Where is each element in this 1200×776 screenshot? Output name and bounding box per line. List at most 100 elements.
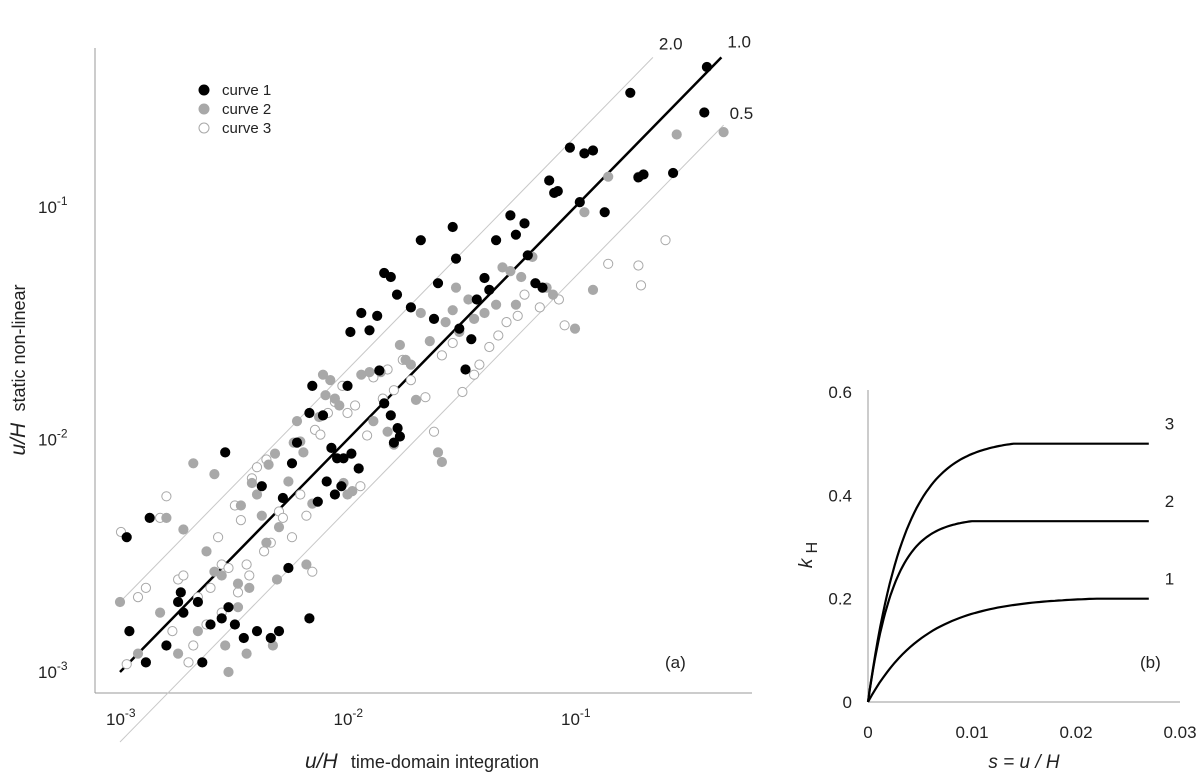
point-curve-2 [317, 369, 329, 380]
panel-b-x-axis-title: s = u / H [988, 752, 1060, 773]
point-curve-1 [223, 602, 234, 613]
y-axis-tick-labels: 10-3 10-2 10-1 [38, 194, 68, 682]
legend-marker-curve-1 [198, 84, 210, 96]
point-curve-1 [286, 458, 298, 469]
point-curve-2 [244, 582, 255, 594]
point-curve-3 [188, 640, 199, 651]
point-curve-3 [519, 289, 530, 300]
point-curve-3 [244, 570, 255, 581]
point-curve-2 [261, 537, 272, 548]
point-curve-1 [484, 284, 495, 295]
point-curve-2 [479, 307, 490, 319]
point-curve-3 [603, 258, 614, 269]
legend: curve 1 curve 2 curve 3 [198, 82, 271, 137]
point-curve-3 [501, 317, 512, 328]
panel-b-y-axis-title-base: k [796, 557, 817, 568]
point-curve-2 [192, 626, 203, 637]
panel-b-line-plot: 0 0.01 0.02 0.03 0 0.2 0.4 0.6 1 2 3 (b) s = u /… [796, 383, 1197, 773]
point-curve-1 [144, 512, 155, 524]
point-curve-1 [173, 596, 184, 608]
point-curve-2 [209, 469, 220, 480]
point-curve-2 [220, 640, 231, 651]
point-curve-2 [325, 375, 336, 386]
point-curve-3 [183, 657, 194, 668]
point-curve-2 [271, 574, 283, 585]
point-curve-2 [424, 336, 435, 347]
point-curve-3 [534, 302, 545, 313]
point-curve-2 [269, 448, 281, 459]
panel-b-x-tick-label: 0.03 [1163, 723, 1196, 742]
y-tick-label: 10-2 [38, 427, 68, 450]
point-curve-1 [304, 613, 315, 624]
point-curve-2 [410, 394, 422, 405]
panel-b-x-tick-label: 0.02 [1059, 723, 1092, 742]
point-curve-3 [286, 532, 298, 543]
point-curve-3 [241, 559, 252, 570]
point-curve-1 [625, 87, 636, 98]
point-curve-1 [345, 326, 356, 338]
point-curve-1 [471, 294, 482, 305]
point-curve-1 [385, 410, 396, 421]
point-curve-1 [460, 364, 471, 375]
point-curve-1 [283, 562, 294, 574]
point-curve-1 [304, 407, 315, 419]
point-curve-3 [660, 235, 671, 246]
legend-label-curve-2: curve 2 [222, 101, 271, 118]
point-curve-3 [301, 510, 312, 521]
point-curve-1 [312, 496, 323, 507]
point-curve-2 [223, 666, 234, 678]
point-curve-2 [394, 339, 405, 351]
point-curve-3 [635, 280, 647, 291]
panel-b-x-tick-label: 0 [863, 723, 872, 742]
point-curve-1 [321, 476, 332, 487]
x-axis-title-text: time-domain integration [351, 752, 539, 772]
point-curve-1 [537, 282, 548, 293]
point-curve-1 [336, 481, 347, 492]
point-curve-1 [415, 235, 426, 246]
point-curve-1 [544, 175, 555, 186]
point-curve-1 [326, 442, 337, 453]
point-curve-3 [362, 430, 373, 441]
point-curve-3 [178, 570, 189, 581]
point-curve-1 [505, 210, 516, 221]
point-curve-3 [161, 491, 172, 502]
point-curve-1 [392, 423, 403, 434]
point-curve-2 [114, 596, 126, 608]
point-curve-1 [587, 145, 599, 156]
point-curve-1 [124, 626, 135, 637]
panel-a-y-axis-title: u/H static non-linear [7, 284, 30, 455]
reference-lines [119, 56, 724, 743]
point-curve-1 [454, 323, 465, 334]
point-curve-2 [232, 578, 244, 589]
point-curve-2 [246, 477, 257, 489]
point-curve-2 [718, 127, 729, 138]
panel-b-curve-labels: 1 2 3 [1165, 415, 1174, 589]
point-curve-1 [175, 587, 186, 598]
point-curve-1 [220, 447, 231, 458]
panel-b-y-axis-title: k H [796, 542, 821, 568]
point-curve-2 [291, 416, 303, 427]
point-curve-1 [364, 325, 375, 336]
panel-b-y-tick-label: 0 [843, 693, 852, 712]
point-curve-2 [334, 400, 345, 411]
point-curve-1 [379, 398, 390, 409]
point-curve-2 [569, 323, 581, 334]
point-curve-1 [216, 613, 227, 624]
point-curve-1 [356, 307, 367, 319]
kh-curve-label-3: 3 [1165, 415, 1174, 434]
y-axis-title-math: u/H [7, 422, 30, 456]
point-curve-2 [587, 284, 599, 295]
point-curve-1 [307, 380, 318, 391]
point-curve-3 [205, 582, 216, 594]
point-curve-2 [469, 313, 480, 324]
point-curve-2 [201, 546, 212, 557]
legend-marker-curve-2 [198, 103, 210, 115]
point-curve-2 [463, 294, 474, 305]
point-curve-2 [161, 512, 172, 524]
point-curve-1 [178, 607, 189, 618]
panel-b-y-axis-title-sub: H [804, 542, 821, 554]
point-curve-3 [223, 562, 234, 574]
point-curve-2 [155, 607, 166, 618]
point-curve-2 [298, 447, 309, 458]
point-curve-1 [466, 334, 477, 345]
